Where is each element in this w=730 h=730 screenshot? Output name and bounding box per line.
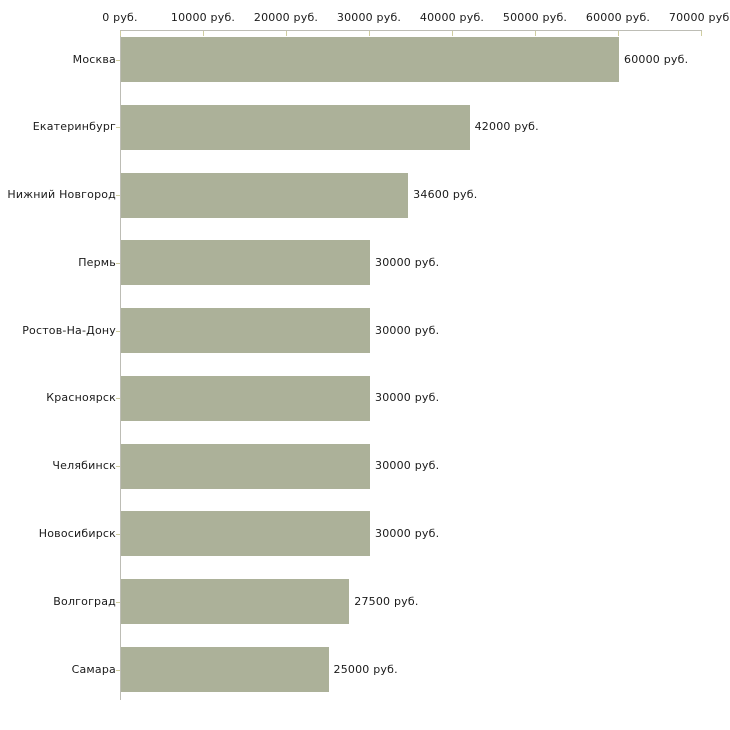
category-label: Ростов-На-Дону	[22, 323, 116, 337]
x-axis-tick-label: 70000 руб.	[668, 11, 730, 24]
category-label: Челябинск	[52, 459, 116, 473]
bar	[121, 240, 370, 286]
bar	[121, 104, 470, 150]
x-axis-tick-label: 40000 руб.	[419, 11, 485, 24]
category-label: Красноярск	[46, 391, 116, 405]
x-axis-tick	[701, 31, 702, 36]
value-label: 25000 руб.	[333, 662, 398, 676]
value-label: 42000 руб.	[474, 120, 539, 134]
category-label: Волгоград	[53, 594, 116, 608]
category-label: Екатеринбург	[32, 120, 116, 134]
y-axis-line	[120, 30, 121, 700]
x-axis-tick-label: 50000 руб.	[502, 11, 568, 24]
bar	[121, 375, 370, 421]
value-label: 60000 руб.	[624, 52, 689, 66]
category-tick	[116, 59, 120, 61]
category-tick	[116, 533, 120, 535]
x-axis-tick-label: 30000 руб.	[336, 11, 402, 24]
value-label: 27500 руб.	[354, 594, 419, 608]
x-axis-tick	[203, 31, 204, 36]
x-axis-line	[120, 30, 702, 31]
category-label: Москва	[72, 52, 116, 66]
category-label: Пермь	[78, 255, 116, 269]
x-axis-tick-label: 10000 руб.	[170, 11, 236, 24]
category-tick	[116, 601, 120, 603]
bar	[121, 443, 370, 489]
category-tick	[116, 669, 120, 671]
bar	[121, 579, 350, 625]
category-tick	[116, 466, 120, 468]
bar	[121, 308, 370, 354]
category-tick	[116, 262, 120, 264]
value-label: 30000 руб.	[375, 526, 440, 540]
x-axis-tick	[618, 31, 619, 36]
value-label: 30000 руб.	[375, 323, 440, 337]
category-tick	[116, 330, 120, 332]
category-tick	[116, 127, 120, 129]
x-axis-tick-label: 60000 руб.	[585, 11, 651, 24]
value-label: 34600 руб.	[413, 188, 478, 202]
value-label: 30000 руб.	[375, 255, 440, 269]
x-axis-tick	[369, 31, 370, 36]
x-axis-tick	[452, 31, 453, 36]
x-axis-tick-label: 0 руб.	[102, 11, 138, 24]
bar	[121, 511, 370, 557]
x-axis-tick	[286, 31, 287, 36]
bar	[121, 172, 409, 218]
category-label: Новосибирск	[38, 526, 116, 540]
x-axis-tick	[535, 31, 536, 36]
category-tick	[116, 398, 120, 400]
value-label: 30000 руб.	[375, 459, 440, 473]
x-axis-tick-label: 20000 руб.	[253, 11, 319, 24]
bar	[121, 37, 619, 82]
x-axis-tick	[120, 31, 121, 36]
category-label: Самара	[71, 662, 116, 676]
bar	[121, 647, 329, 693]
category-label: Нижний Новгород	[7, 188, 116, 202]
value-label: 30000 руб.	[375, 391, 440, 405]
category-tick	[116, 195, 120, 197]
